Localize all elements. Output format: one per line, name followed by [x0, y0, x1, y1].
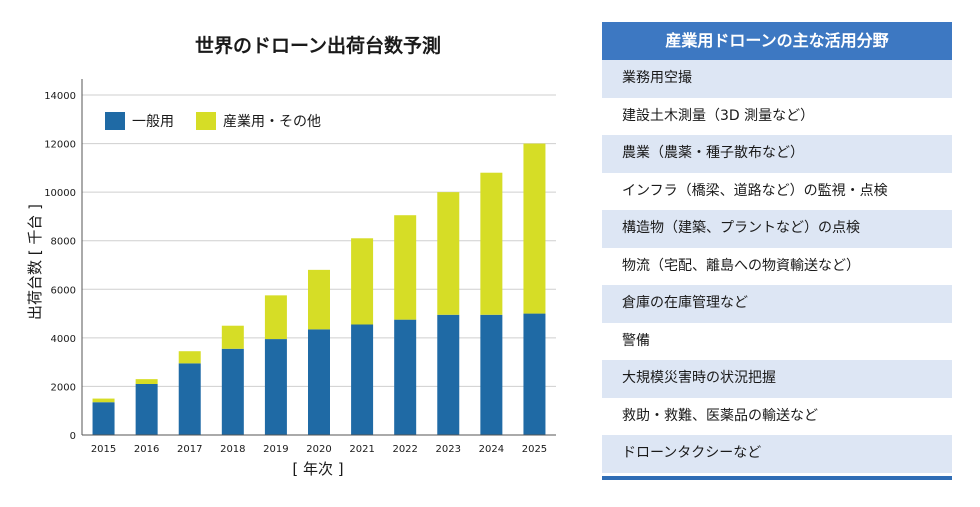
y-tick-labels: 0 2000 4000 6000 8000 10000 12000 14000	[44, 91, 76, 442]
list-item: 救助・救難、医薬品の輸送など	[602, 397, 952, 435]
x-tick-label: 2015	[91, 444, 116, 455]
bar-general	[480, 314, 503, 435]
bar-industrial	[308, 269, 330, 330]
legend-swatch-general	[105, 112, 125, 130]
x-tick-label: 2020	[306, 444, 331, 455]
y-tick-label: 14000	[44, 91, 76, 102]
list-item: インフラ（橋梁、道路など）の監視・点検	[602, 172, 952, 210]
x-tick-label: 2017	[177, 444, 202, 455]
bar-industrial	[92, 398, 115, 403]
bar-industrial	[437, 192, 460, 315]
bar-industrial	[178, 351, 201, 364]
bar-general	[351, 324, 374, 435]
x-tick-label: 2025	[522, 444, 547, 455]
list-item: 業務用空撮	[602, 60, 952, 98]
y-tick-label: 2000	[51, 382, 76, 393]
bar-industrial	[135, 379, 158, 384]
axes	[81, 79, 556, 436]
y-tick-label: 0	[70, 431, 76, 442]
list-item: 建設土木測量（3D 測量など）	[602, 97, 952, 135]
legend-swatch-industrial	[196, 112, 216, 130]
y-axis-label: 出荷台数 [ 千台 ]	[26, 204, 44, 320]
chart-title: 世界のドローン出荷台数予測	[195, 34, 441, 57]
list-item: 農業（農薬・種子散布など）	[602, 135, 952, 173]
bar-general	[221, 348, 244, 435]
list-item: 構造物（建築、プラントなど）の点検	[602, 210, 952, 248]
x-tick-label: 2023	[436, 444, 461, 455]
x-tick-label: 2022	[392, 444, 417, 455]
y-tick-label: 12000	[44, 140, 76, 151]
bar-general	[308, 329, 330, 435]
bar-industrial	[394, 215, 417, 320]
bar-general	[92, 402, 115, 435]
bar-group	[92, 143, 546, 435]
x-axis-label: [ 年次 ]	[292, 460, 343, 478]
list-item: ドローンタクシーなど	[602, 435, 952, 473]
y-tick-label: 6000	[51, 285, 76, 296]
bar-industrial	[523, 143, 546, 314]
bar-general	[394, 319, 417, 435]
x-tick-label: 2021	[349, 444, 374, 455]
legend: 一般用 産業用・その他	[105, 112, 321, 130]
x-tick-label: 2024	[479, 444, 504, 455]
list-item: 大規模災害時の状況把握	[602, 360, 952, 398]
x-tick-label: 2018	[220, 444, 245, 455]
x-tick-label: 2019	[263, 444, 288, 455]
list-item: 倉庫の在庫管理など	[602, 285, 952, 323]
x-tick-label: 2016	[134, 444, 159, 455]
y-tick-label: 4000	[51, 334, 76, 345]
bar-industrial	[264, 295, 287, 340]
list-item: 警備	[602, 322, 952, 360]
bar-industrial	[221, 325, 244, 349]
bar-general	[264, 339, 287, 435]
x-tick-labels: 2015 2016 2017 2018 2019 2020 2021 2022 2023 2024…	[91, 444, 547, 455]
legend-label-industrial: 産業用・その他	[223, 114, 321, 130]
bar-general	[135, 384, 158, 435]
bar-general	[178, 363, 201, 435]
bar-general	[437, 314, 460, 435]
y-tick-label: 10000	[44, 188, 76, 199]
legend-label-general: 一般用	[132, 114, 174, 130]
list-item: 物流（宅配、離島への物資輸送など）	[602, 247, 952, 285]
bar-industrial	[480, 172, 503, 315]
drone-shipment-chart: 世界のドローン出荷台数予測 0 2000 4000 6000 8000 10000 1200…	[26, 34, 556, 478]
bar-general	[523, 313, 546, 435]
panel-title: 産業用ドローンの主な活用分野	[602, 22, 952, 60]
y-tick-label: 8000	[51, 237, 76, 248]
use-cases-panel: 産業用ドローンの主な活用分野 業務用空撮 建設土木測量（3D 測量など） 農業（…	[602, 22, 952, 480]
use-case-list: 業務用空撮 建設土木測量（3D 測量など） 農業（農薬・種子散布など） インフラ…	[602, 60, 952, 473]
bar-industrial	[351, 238, 374, 325]
